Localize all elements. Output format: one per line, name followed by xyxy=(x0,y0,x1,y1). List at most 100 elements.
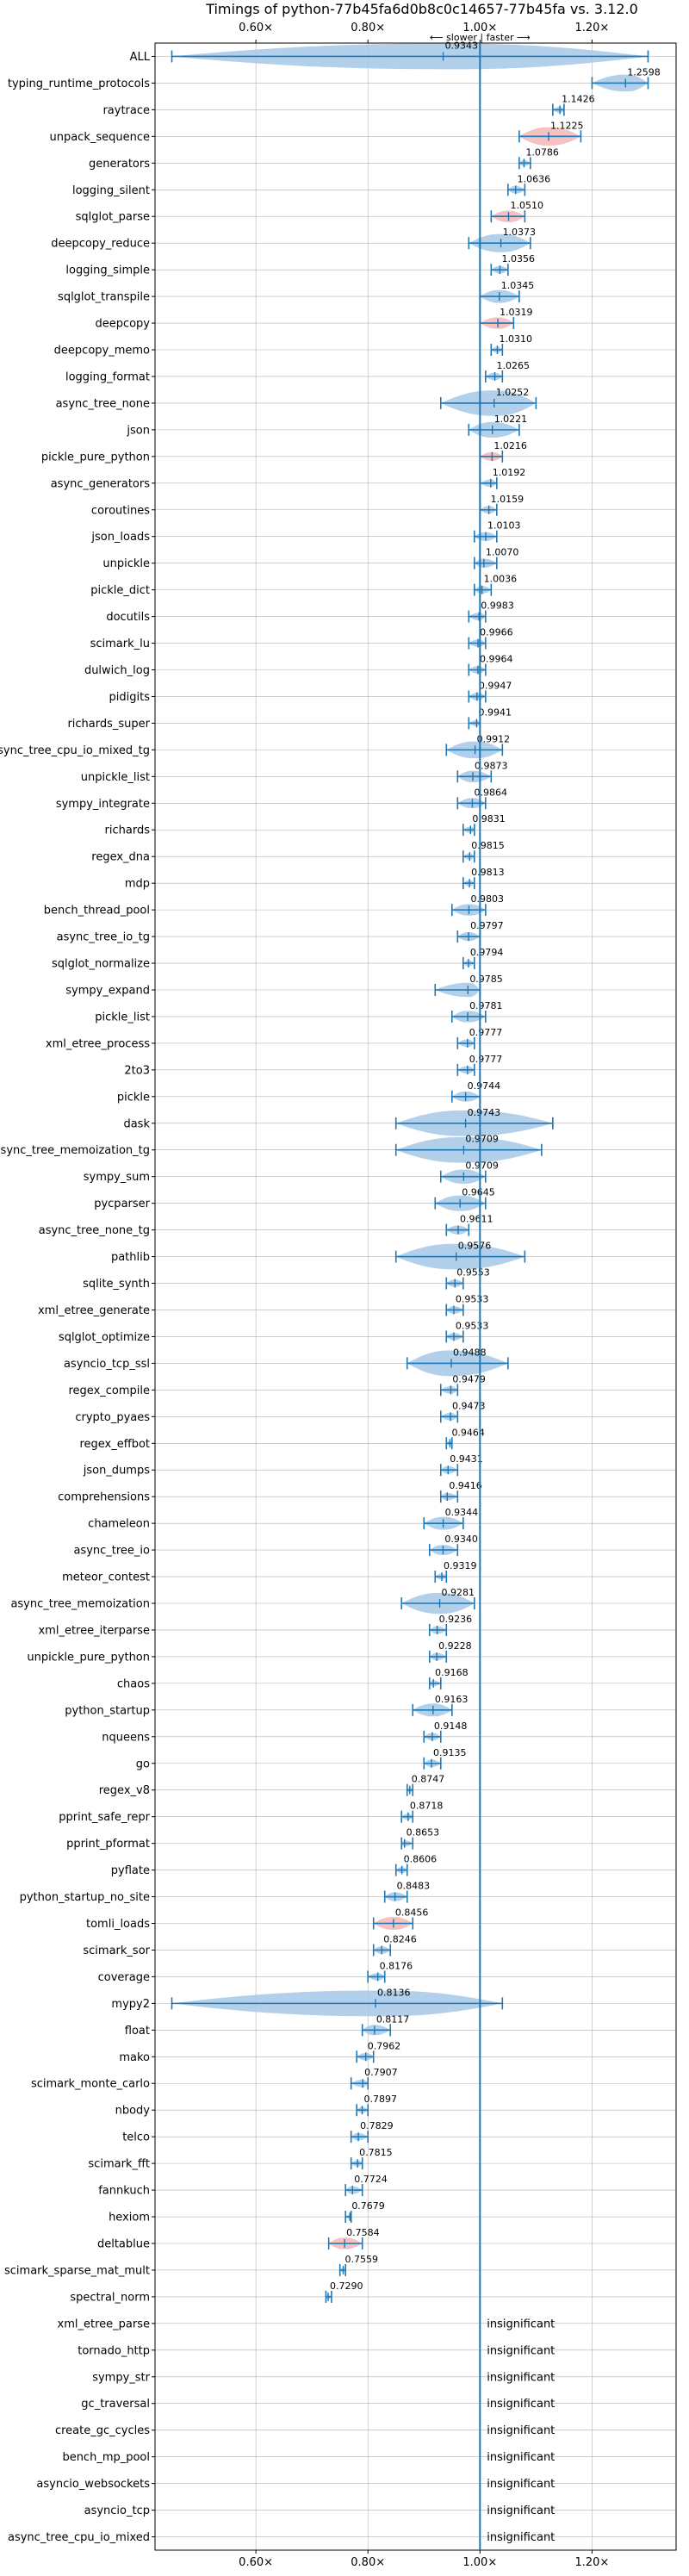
value-label: 0.9983 xyxy=(481,600,514,612)
benchmark-label: dulwich_log xyxy=(84,664,150,677)
benchmark-label: unpickle_pure_python xyxy=(27,1651,150,1664)
benchmark-label: xml_etree_process xyxy=(46,1037,150,1050)
value-label: 0.9797 xyxy=(470,920,504,931)
plot-axes: 0.60× 0.60× 0.80× 0.80× 1.00× 1.00× 1.20× 1.20×… xyxy=(0,22,677,2569)
value-label: 0.9488 xyxy=(453,1347,487,1358)
benchmark-label: async_tree_none_tg xyxy=(39,1224,150,1237)
value-label: 0.9576 xyxy=(458,1241,492,1252)
value-label: 1.0252 xyxy=(496,387,530,398)
value-label: 0.7724 xyxy=(354,2174,388,2185)
benchmark-label: sqlglot_optimize xyxy=(59,1331,150,1344)
benchmark-label: scimark_sor xyxy=(83,1944,150,1957)
value-label: 1.0310 xyxy=(499,333,532,345)
benchmark-label: meteor_contest xyxy=(62,1571,150,1584)
benchmark-label: mako xyxy=(119,2051,150,2064)
benchmark-label: bench_mp_pool xyxy=(62,2451,150,2464)
x-tick-label-bottom: 1.20× xyxy=(574,2556,609,2569)
value-label: 1.0221 xyxy=(494,414,528,425)
benchmark-label: comprehensions xyxy=(58,1491,150,1504)
insignificant-label: insignificant xyxy=(487,2531,555,2544)
plot-frame xyxy=(154,42,677,2551)
benchmark-label: deepcopy_reduce xyxy=(51,238,150,251)
x-tick-label-top: 0.60× xyxy=(239,22,273,34)
value-label: 0.9813 xyxy=(471,867,505,878)
benchmark-label: deepcopy_memo xyxy=(54,345,150,358)
benchmark-label: deltablue xyxy=(97,2237,150,2250)
benchmark-label: json_loads xyxy=(90,531,150,544)
value-label: 0.8483 xyxy=(397,1881,431,1892)
benchmark-label: nqueens xyxy=(102,1731,150,1744)
value-label: 1.0345 xyxy=(501,280,535,291)
value-label: 0.9709 xyxy=(465,1160,499,1172)
value-label: 0.9947 xyxy=(479,680,512,691)
chart-title: Timings of python-77b45fa6d0b8c0c14657-7… xyxy=(205,1,638,17)
benchmark-label: python_startup xyxy=(65,1704,150,1717)
value-label: 0.9479 xyxy=(452,1373,486,1384)
value-label: 0.9236 xyxy=(439,1614,472,1625)
benchmark-label: regex_effbot xyxy=(79,1438,150,1451)
benchmark-label: dask xyxy=(123,1117,150,1130)
benchmark-label: pprint_safe_repr xyxy=(59,1811,150,1824)
x-tick-label-top: 1.20× xyxy=(574,22,609,34)
x-tick-label-bottom: 1.00× xyxy=(462,2556,497,2569)
benchmark-label: chaos xyxy=(117,1677,150,1690)
benchmark-label: tomli_loads xyxy=(86,1918,150,1931)
value-label: 0.9340 xyxy=(444,1534,478,1545)
benchmark-label: pickle_pure_python xyxy=(41,451,150,464)
value-label: 0.7815 xyxy=(359,2147,393,2158)
value-label: 0.9794 xyxy=(470,947,504,958)
benchmark-label: xml_etree_parse xyxy=(58,2318,150,2330)
insignificant-label: insignificant xyxy=(487,2344,555,2357)
value-label: 0.9744 xyxy=(468,1080,501,1092)
value-label: 0.9135 xyxy=(433,1747,466,1758)
value-label: 1.0265 xyxy=(497,360,531,371)
benchmark-label: pickle xyxy=(117,1091,150,1104)
value-label: 0.9281 xyxy=(442,1587,475,1598)
benchmark-label: async_tree_cpu_io_mixed_tg xyxy=(0,744,150,757)
benchmark-label: fannkuch xyxy=(98,2185,150,2198)
benchmark-label: create_gc_cycles xyxy=(55,2424,150,2437)
benchmark-label: async_tree_cpu_io_mixed xyxy=(8,2531,150,2544)
insignificant-label: insignificant xyxy=(487,2398,555,2411)
benchmark-label: unpickle xyxy=(102,557,150,570)
value-label: 1.0192 xyxy=(493,467,526,478)
value-label: 0.9611 xyxy=(460,1214,493,1225)
benchmark-label: scimark_sparse_mat_mult xyxy=(4,2264,150,2277)
benchmark-label: pickle_list xyxy=(95,1011,150,1024)
value-label: 0.9966 xyxy=(480,627,513,638)
benchmark-label: unpickle_list xyxy=(81,771,150,784)
value-label: 1.0356 xyxy=(501,253,535,264)
benchmark-label: sqlglot_parse xyxy=(76,211,150,224)
value-label: 0.7559 xyxy=(345,2254,379,2265)
value-label: 0.9781 xyxy=(469,1000,503,1011)
benchmark-label: sympy_integrate xyxy=(56,798,150,811)
benchmark-label: async_tree_io_tg xyxy=(57,931,150,944)
value-label: 1.1225 xyxy=(550,120,584,131)
value-label: 0.7679 xyxy=(351,2200,385,2212)
value-label: 0.7290 xyxy=(330,2280,363,2292)
benchmark-label: richards xyxy=(105,824,151,837)
benchmark-label: regex_dna xyxy=(91,851,150,864)
benchmark-label: chameleon xyxy=(88,1518,150,1531)
benchmark-label: sympy_str xyxy=(92,2371,150,2384)
value-label: 0.9831 xyxy=(472,813,506,824)
benchmark-label: regex_v8 xyxy=(99,1784,150,1797)
benchmark-label: python_startup_no_site xyxy=(20,1891,150,1904)
insignificant-label: insignificant xyxy=(487,2478,555,2491)
benchmark-label: asyncio_tcp xyxy=(84,2504,150,2517)
value-label: 0.9431 xyxy=(450,1453,483,1465)
benchmark-label: xml_etree_iterparse xyxy=(38,1624,150,1637)
benchmark-label: asyncio_websockets xyxy=(36,2478,150,2491)
benchmark-label: raytrace xyxy=(102,104,150,117)
value-label: 0.8456 xyxy=(395,1907,429,1919)
benchmark-label: mdp xyxy=(125,878,150,891)
benchmark-label: crypto_pyaes xyxy=(75,1411,150,1424)
value-label: 0.9163 xyxy=(435,1694,469,1705)
direction-label: ⟵ slower | faster ⟶ xyxy=(430,32,531,43)
value-label: 1.0373 xyxy=(503,227,537,238)
value-label: 1.2598 xyxy=(627,66,661,78)
benchmark-label: telco xyxy=(122,2131,150,2144)
value-label: 1.0036 xyxy=(484,574,518,585)
benchmark-label: async_tree_memoization xyxy=(10,1598,150,1611)
